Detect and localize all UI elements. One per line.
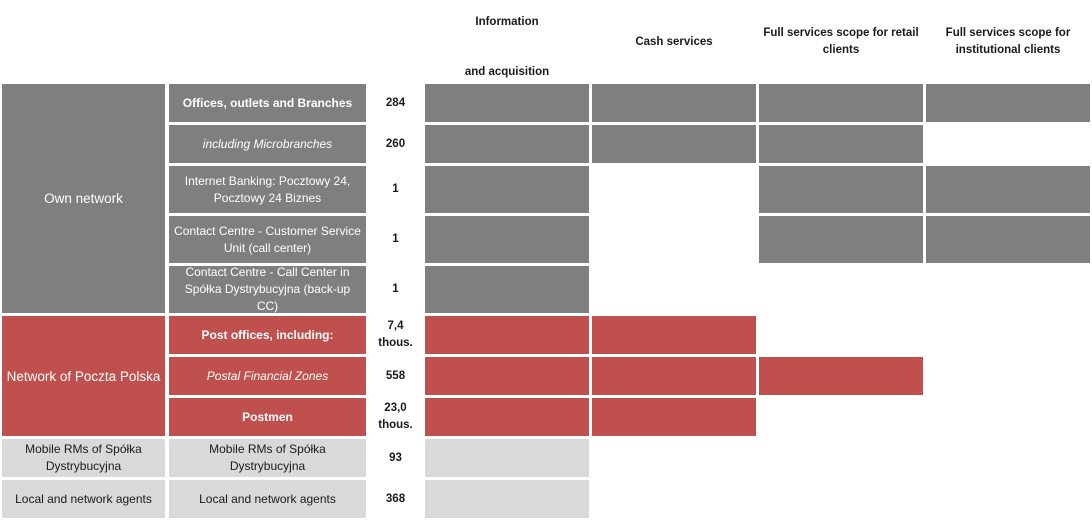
row-count-text: 558 [385,369,406,382]
row-count-text: 1 [392,283,399,295]
row-label: Postmen [169,398,366,436]
service-retail [759,216,923,263]
header-retail: Full services scope for retail clients [759,22,923,62]
row-count-text: 1 [392,233,399,245]
row-count: 368 [369,480,422,518]
group-poczta-polska-label: Network of Poczta Polska [6,368,161,384]
header-institutional-label: Full services scope for institutional cl… [945,27,1071,56]
group-mobile-rms-label: Mobile RMs of Spółka Dystrybucyjna [25,442,142,473]
row-label-text: Contact Centre - Call Center in Spółka D… [184,265,351,313]
row-count: 284 [369,84,422,122]
service-retail [759,166,923,213]
service-retail [759,357,923,395]
row-count: 1 [369,216,422,263]
group-agents: Local and network agents [2,480,165,518]
service-institutional [926,84,1090,122]
row-label: Offices, outlets and Branches [169,84,366,122]
service-retail [759,125,923,163]
service-institutional [926,216,1090,263]
row-label-text: Postmen [242,409,293,424]
row-label-text: Offices, outlets and Branches [182,95,353,110]
header-retail-label: Full services scope for retail clients [763,27,919,56]
header-cash-label: Cash services [635,35,713,48]
header-institutional: Full services scope for institutional cl… [926,22,1090,62]
group-own-network-label: Own network [44,191,123,206]
group-poczta-polska: Network of Poczta Polska [2,316,165,436]
row-label-text: including Microbranches [202,136,333,151]
row-count-text: 1 [392,183,399,195]
row-label-text: Mobile RMs of Spółka Dystrybucyjna [209,442,326,473]
row-label-text: Post offices, including: [201,327,334,342]
row-count-text: 260 [385,137,406,150]
service-info [425,398,589,436]
row-label: Postal Financial Zones [169,357,366,395]
row-label: Contact Centre - Customer Service Unit (… [169,216,366,263]
row-label: Local and network agents [169,480,366,518]
row-count: 558 [369,357,422,395]
service-info [425,357,589,395]
service-cash [592,357,756,395]
row-label-text: Local and network agents [199,491,336,506]
row-count: 23,0 thous. [369,398,422,436]
service-retail [759,84,923,122]
service-info [425,316,589,354]
row-count: 1 [369,166,422,213]
service-info [425,266,589,313]
row-label: including Microbranches [169,125,366,163]
service-cash [592,316,756,354]
group-own-network: Own network [2,84,165,313]
header-information: Information [425,14,589,30]
row-count: 93 [369,439,422,477]
service-info [425,480,589,518]
row-count-text: 23,0 thous. [378,402,413,431]
service-info [425,166,589,213]
service-cash [592,398,756,436]
group-mobile-rms: Mobile RMs of Spółka Dystrybucyjna [2,439,165,477]
header-information-line1: Information [475,15,539,28]
header-information-line2: and acquisition [464,65,550,78]
row-count: 260 [369,125,422,163]
service-info [425,439,589,477]
row-label-text: Postal Financial Zones [206,368,329,383]
service-institutional [926,166,1090,213]
row-count-text: 93 [389,451,402,464]
row-label-text: Contact Centre - Customer Service Unit (… [174,223,361,255]
header-acquisition: and acquisition [425,64,589,80]
row-label: Internet Banking: Pocztowy 24, Pocztowy … [169,166,366,213]
row-label: Mobile RMs of Spółka Dystrybucyjna [169,439,366,477]
service-cash [592,125,756,163]
row-count: 7,4 thous. [369,316,422,354]
row-count: 1 [369,266,422,313]
service-cash [592,84,756,122]
group-agents-label: Local and network agents [15,491,152,506]
row-count-text: 284 [385,96,406,109]
row-label: Contact Centre - Call Center in Spółka D… [169,265,366,313]
service-info [425,125,589,163]
service-info [425,84,589,122]
row-count-text: 368 [385,492,406,505]
header-cash-services: Cash services [592,32,756,52]
row-label: Post offices, including: [169,316,366,354]
row-count-text: 7,4 thous. [378,320,413,349]
service-info [425,216,589,263]
row-label-text: Internet Banking: Pocztowy 24, Pocztowy … [184,173,351,205]
